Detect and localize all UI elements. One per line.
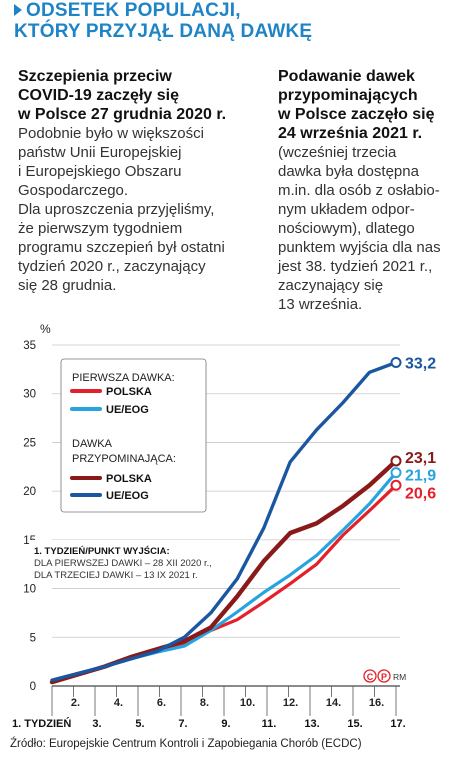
source-note: Źródło: Europejskie Centrum Kontroli i Z…	[10, 738, 362, 750]
y-tick-label: 0	[30, 681, 36, 693]
x-tick-label: 4.	[114, 697, 123, 709]
y-tick-label: 25	[23, 437, 36, 449]
x-axis: 2. 4. 6. 8. 10. 12. 14. 16. 1. TYDZIEŃ 3. 5. 7. 9. 11…	[12, 686, 406, 730]
right-lead-line: w Polsce zaczęło się	[278, 106, 435, 123]
legend-box	[60, 358, 207, 513]
legend-group-title: PIERWSZA DAWKA:	[72, 372, 175, 384]
x-tick-label: 8.	[200, 697, 209, 709]
left-body-line: Podobnie było w większości	[18, 125, 204, 142]
left-lead-line: w Polsce 27 grudnia 2020 r.	[18, 106, 227, 123]
y-tick-label: 20	[23, 486, 36, 498]
x-tick-label: 13.	[304, 718, 319, 730]
chart-title: ODSETEK POPULACJI, KTÓRY PRZYJĄŁ DANĄ DA…	[14, 0, 454, 42]
title-line-1: ODSETEK POPULACJI,	[26, 0, 241, 21]
right-lead-line: Podawanie dawek	[278, 68, 415, 85]
right-body-line: jest 38. tydzień 2021 r.,	[278, 258, 433, 275]
left-lead: Szczepienia przeciw COVID-19 zaczęły się…	[18, 67, 268, 124]
y-tick-label: 35	[23, 340, 36, 352]
title-arrow-icon	[14, 4, 22, 16]
legend-group-title: PRZYPOMINAJĄCA:	[72, 453, 176, 465]
x-tick-label: 1. TYDZIEŃ	[12, 717, 71, 730]
series-end-marker	[390, 455, 402, 467]
series-end-marker	[390, 479, 402, 491]
left-lead-line: Szczepienia przeciw	[18, 68, 172, 85]
left-body: Podobnie było w większości państw Unii E…	[18, 124, 268, 295]
y-tick-label: 10	[23, 584, 36, 596]
right-body: (wcześniej trzecia dawka była dostępna m…	[278, 143, 460, 314]
x-tick-label: 11.	[262, 718, 277, 730]
x-tick-label: 12.	[283, 697, 298, 709]
annotation-line: DLA TRZECIEJ DAWKI – 13 IX 2021 r.	[34, 570, 198, 581]
x-tick-label: 6.	[157, 697, 166, 709]
x-tick-label: 16.	[369, 697, 384, 709]
x-tick-label: 9.	[221, 718, 230, 730]
right-body-line: punktem wyjścia dla nas	[278, 239, 441, 256]
left-text-column: Szczepienia przeciw COVID-19 zaczęły się…	[18, 67, 268, 295]
x-tick-label: 10.	[240, 697, 255, 709]
y-tick-label: 5	[30, 632, 36, 644]
copyright-icon	[363, 669, 377, 683]
left-lead-line: COVID-19 zaczęły się	[18, 87, 179, 104]
left-body-line: tydzień 2020 r., zaczynający	[18, 258, 206, 275]
right-lead: Podawanie dawek przypominających w Polsc…	[278, 67, 460, 143]
right-body-line: (wcześniej trzecia	[278, 144, 397, 161]
right-lead-line: przypominających	[278, 87, 418, 104]
series-line	[50, 360, 398, 682]
publisher-p: P	[381, 672, 387, 682]
right-body-line: nościowym), dlatego	[278, 220, 415, 237]
left-body-line: Dla uproszczenia przyjęliśmy,	[18, 201, 215, 218]
x-tick-label: 3.	[92, 718, 101, 730]
right-text-column: Podawanie dawek przypominających w Polsc…	[278, 67, 460, 314]
legend-entry-label: UE/EOG	[106, 490, 149, 502]
right-lead-line: 24 września 2021 r.	[278, 125, 423, 142]
series-line	[50, 483, 398, 684]
left-body-line: Gospodarczego.	[18, 182, 129, 199]
annotation-background	[30, 540, 262, 580]
left-body-line: programu szczepień był ostatni	[18, 239, 225, 256]
x-tick-label: 17.	[390, 718, 405, 730]
x-tick-label: 14.	[326, 697, 341, 709]
series-end-marker	[390, 357, 402, 369]
left-body-line: że pierwszym tygodniem	[18, 220, 183, 237]
right-body-line: zaczynający się	[278, 277, 384, 294]
x-tick-label: 5.	[135, 718, 144, 730]
right-body-line: nym układem odpor-	[278, 201, 415, 218]
y-tick-label: 30	[23, 389, 36, 401]
left-body-line: się 28 grudnia.	[18, 277, 117, 294]
right-body-line: m.in. dla osób z osłabio-	[278, 182, 440, 199]
credit-initials: RM	[393, 672, 406, 682]
series-end-label: 21,9	[405, 468, 436, 485]
annotation-title: 1. TYDZIEŃ/PUNKT WYJŚCIA:	[34, 545, 170, 557]
right-body-line: dawka była dostępna	[278, 163, 419, 180]
end-labels: 20,621,923,1 33,2	[405, 356, 436, 503]
series-end-marker	[390, 467, 402, 479]
left-body-line: i Europejskiego Obszaru	[18, 163, 182, 180]
legend-group-title: DAWKA	[72, 438, 113, 450]
title-line-2: KTÓRY PRZYJĄŁ DANĄ DAWKĘ	[14, 21, 313, 42]
legend-entry-label: POLSKA	[106, 386, 152, 398]
x-tick-label: 7.	[178, 718, 187, 730]
right-body-line: 13 września.	[278, 296, 363, 313]
credit: C P RM	[363, 669, 406, 683]
series-end-label: 20,6	[405, 485, 436, 502]
series-lines	[49, 357, 402, 685]
publisher-icon	[377, 669, 391, 683]
legend: PIERWSZA DAWKA: POLSKA UE/EOG DAWKA PRZY…	[60, 358, 207, 513]
legend-entry-label: POLSKA	[106, 473, 152, 485]
starting-point-annotation: 1. TYDZIEŃ/PUNKT WYJŚCIA: DLA PIERWSZEJ …	[30, 540, 262, 581]
x-tick-label: 2.	[71, 697, 80, 709]
y-axis-label: %	[40, 322, 51, 336]
legend-entry-label: UE/EOG	[106, 404, 149, 416]
copyright-c: C	[367, 672, 374, 682]
series-end-label: 33,2	[405, 356, 436, 373]
x-tick-label: 15.	[347, 718, 362, 730]
series-end-label: 23,1	[405, 450, 436, 467]
left-body-line: państw Unii Europejskiej	[18, 144, 182, 161]
annotation-line: DLA PIERWSZEJ DAWKI – 28 XII 2020 r.,	[34, 558, 212, 569]
